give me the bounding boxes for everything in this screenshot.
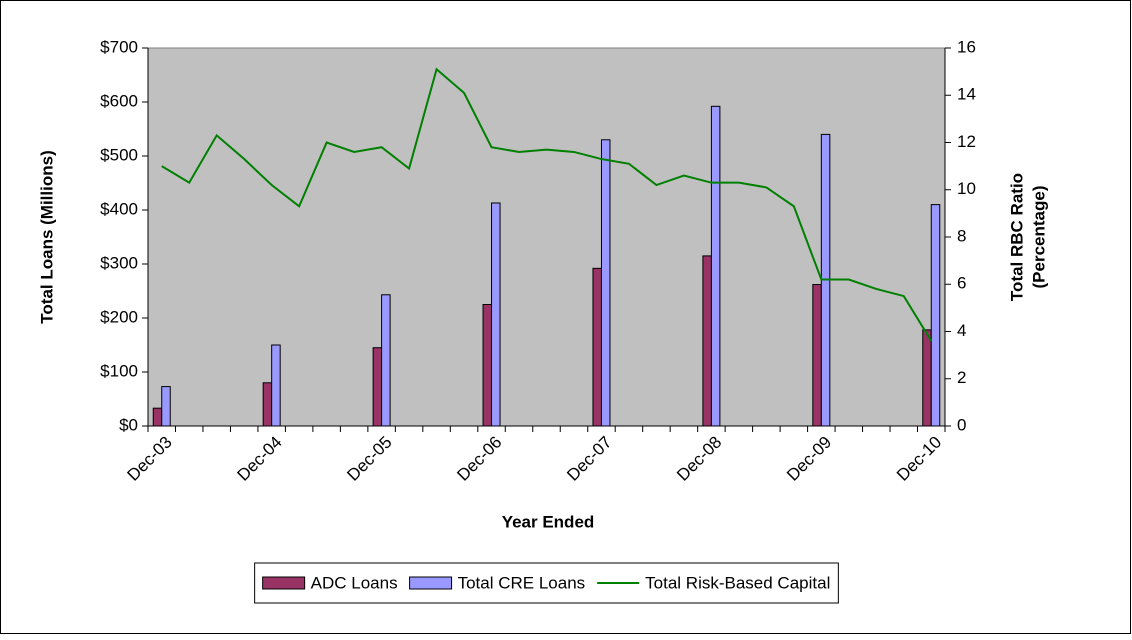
- legend: ADC Loans Total CRE Loans Total Risk-Based…: [254, 562, 839, 604]
- y2-axis-label: Total RBC Ratio: [1007, 173, 1026, 301]
- bar: [710, 105, 721, 427]
- y2-tick-label: 4: [957, 321, 966, 340]
- bar: [491, 202, 501, 427]
- bar: [152, 407, 163, 427]
- y2-tick-label: 14: [957, 85, 976, 104]
- legend-label: ADC Loans: [311, 573, 398, 592]
- legend-box: [254, 562, 839, 604]
- bar: [812, 284, 822, 427]
- y-tick-label: $600: [100, 91, 138, 110]
- bar: [381, 294, 391, 427]
- legend-swatch: [262, 576, 306, 590]
- bar: [262, 382, 273, 427]
- legend-label: Total CRE Loans: [458, 573, 586, 592]
- y-tick-label: $400: [100, 199, 138, 218]
- x-axis-label: Year Ended: [502, 512, 595, 531]
- legend-label: Total Risk-Based Capital: [645, 573, 830, 592]
- plot-area: [147, 47, 946, 427]
- bar: [922, 329, 932, 427]
- bar: [930, 204, 941, 427]
- bar: [482, 304, 493, 427]
- bar: [161, 386, 171, 427]
- y-tick-label: $300: [100, 253, 138, 272]
- y-axis-label: Total Loans (Millions): [37, 150, 56, 323]
- bar: [271, 344, 281, 427]
- line: [161, 67, 933, 342]
- y-tick-label: $0: [119, 415, 138, 434]
- bar: [702, 255, 712, 427]
- y2-tick-label: 12: [957, 132, 976, 151]
- y2-tick-label: 0: [957, 415, 966, 434]
- y-tick-label: $100: [100, 361, 138, 380]
- y-tick-label: $200: [100, 307, 138, 326]
- y2-tick-label: 16: [957, 37, 976, 56]
- y2-tick-label: 2: [957, 368, 966, 387]
- bar: [592, 267, 602, 427]
- y2-axis-label: (Percentage): [1029, 186, 1048, 289]
- y2-tick-label: 8: [957, 226, 966, 245]
- y2-tick-label: 6: [957, 274, 966, 293]
- bar: [372, 347, 383, 427]
- bar: [600, 139, 611, 427]
- legend-swatch: [409, 576, 453, 590]
- y2-tick-label: 10: [957, 179, 976, 198]
- y-tick-label: $700: [100, 37, 138, 56]
- y-tick-label: $500: [100, 145, 138, 164]
